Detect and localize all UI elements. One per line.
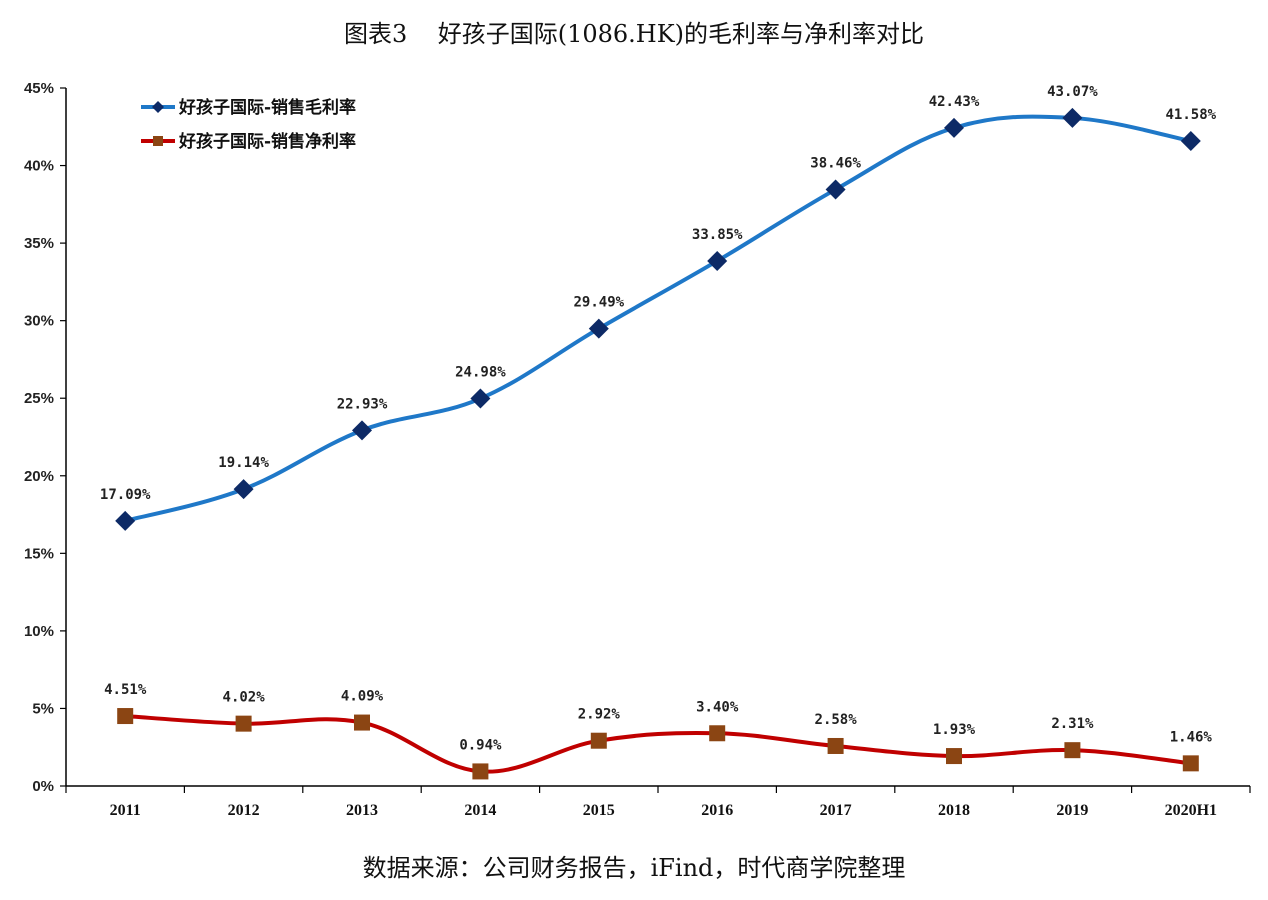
data-label: 4.09% xyxy=(341,689,384,705)
data-point xyxy=(944,117,964,138)
data-point xyxy=(115,510,136,531)
data-point xyxy=(472,763,489,780)
data-point xyxy=(233,479,254,500)
data-point xyxy=(827,737,844,754)
data-point xyxy=(117,708,134,725)
data-label: 43.07% xyxy=(1047,84,1098,100)
data-point xyxy=(1062,107,1083,128)
data-point xyxy=(1182,755,1199,772)
data-point xyxy=(588,318,609,339)
data-label: 4.02% xyxy=(223,690,266,706)
data-label: 0.94% xyxy=(459,737,502,753)
data-label: 41.58% xyxy=(1166,107,1217,123)
source-note: 数据来源：公司财务报告，iFind，时代商学院整理 xyxy=(362,854,906,882)
legend-swatch-marker xyxy=(152,101,164,113)
y-tick-label: 30% xyxy=(24,313,54,330)
y-tick-label: 0% xyxy=(32,778,54,795)
data-label: 2.31% xyxy=(1051,716,1094,732)
y-tick-label: 15% xyxy=(24,545,54,562)
data-label: 33.85% xyxy=(692,227,743,243)
data-point xyxy=(707,250,728,271)
data-label: 4.51% xyxy=(104,682,147,698)
data-label: 42.43% xyxy=(929,94,980,110)
x-tick-label: 2017 xyxy=(820,802,852,819)
x-tick-label: 2016 xyxy=(701,802,733,819)
y-tick-label: 5% xyxy=(32,700,54,717)
data-point xyxy=(590,732,607,749)
y-tick-label: 40% xyxy=(24,158,54,175)
legend-label: 好孩子国际-销售净利率 xyxy=(178,131,356,152)
x-tick-label: 2013 xyxy=(346,802,378,819)
data-label: 1.93% xyxy=(933,722,976,738)
data-label: 3.40% xyxy=(696,699,739,715)
data-label: 24.98% xyxy=(455,365,506,381)
data-point xyxy=(1064,742,1081,759)
data-label: 17.09% xyxy=(100,487,151,503)
y-tick-label: 10% xyxy=(24,623,54,640)
data-label: 22.93% xyxy=(337,396,388,412)
legend-label: 好孩子国际-销售毛利率 xyxy=(178,97,356,118)
y-tick-label: 20% xyxy=(24,468,54,485)
data-label: 2.92% xyxy=(578,707,621,723)
x-tick-label: 2018 xyxy=(938,802,970,819)
chart-title: 图表3 好孩子国际(1086.HK)的毛利率与净利率对比 xyxy=(343,20,925,48)
data-point xyxy=(709,725,726,742)
legend-swatch-marker xyxy=(153,136,163,146)
data-point xyxy=(825,179,846,200)
data-point xyxy=(946,748,962,765)
x-tick-label: 2011 xyxy=(110,802,141,819)
x-tick-label: 2012 xyxy=(228,802,260,819)
x-tick-label: 2015 xyxy=(583,802,615,819)
y-tick-label: 25% xyxy=(24,390,54,407)
data-point xyxy=(470,388,491,409)
x-tick-label: 2020H1 xyxy=(1165,802,1217,819)
data-label: 19.14% xyxy=(218,455,269,471)
data-point xyxy=(354,714,370,731)
data-label: 29.49% xyxy=(574,295,625,311)
data-label: 1.46% xyxy=(1170,729,1213,745)
data-point xyxy=(235,715,252,732)
data-label: 2.58% xyxy=(815,712,858,728)
x-tick-label: 2014 xyxy=(464,802,496,819)
data-point xyxy=(352,420,372,441)
y-tick-label: 35% xyxy=(24,235,54,252)
y-tick-label: 45% xyxy=(24,80,54,97)
data-label: 38.46% xyxy=(810,155,861,171)
data-point xyxy=(1180,131,1201,152)
series-line-2 xyxy=(125,714,1192,774)
series-line-1 xyxy=(124,114,1192,523)
x-tick-label: 2019 xyxy=(1056,802,1088,819)
